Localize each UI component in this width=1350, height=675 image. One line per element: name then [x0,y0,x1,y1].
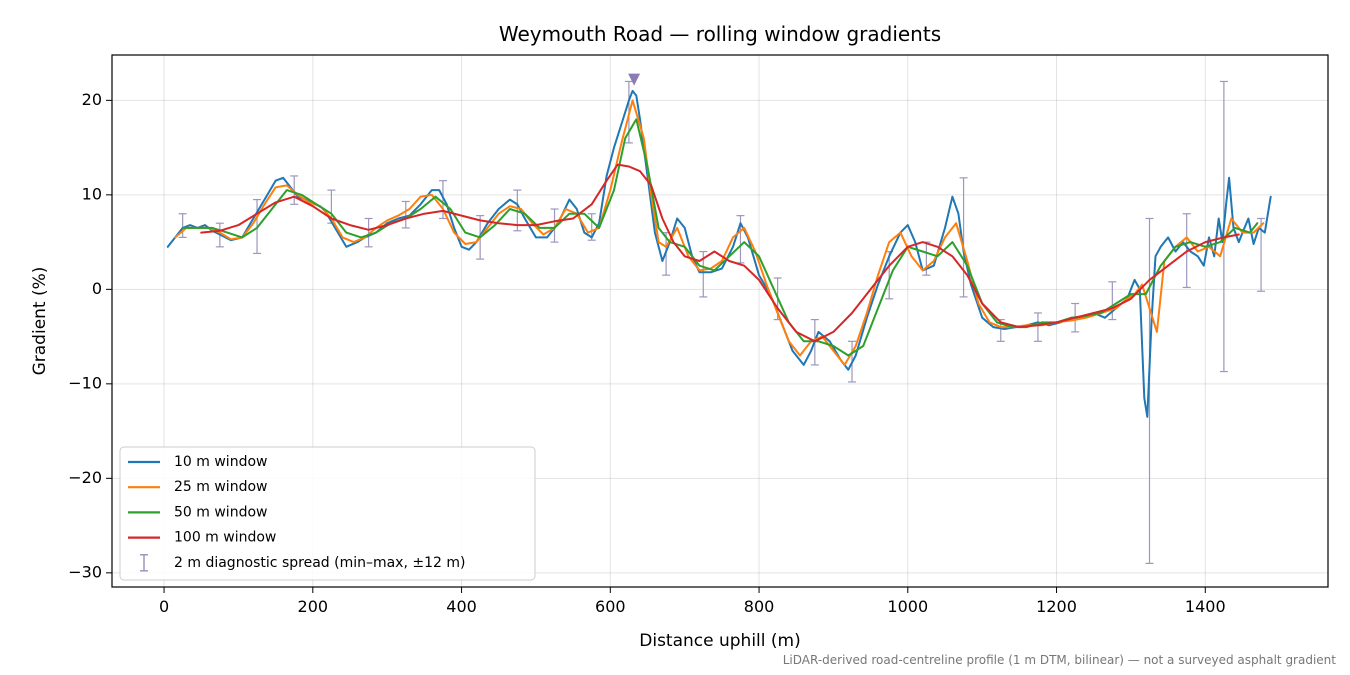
plot-frame [111,54,1329,588]
max-gradient-marker [628,73,641,86]
series-lines [166,89,1272,418]
y-tick-label: 0 [92,279,102,298]
error-bar [1108,281,1117,321]
y-tick-label: 20 [82,90,102,109]
error-bar [1145,217,1154,564]
legend-label: 10 m window [174,454,267,470]
error-bar [959,177,968,298]
error-bar [364,217,373,248]
legend-item: 50 m window [128,504,267,520]
x-tick-label: 800 [744,597,775,616]
footnote: LiDAR-derived road-centreline profile (1… [783,653,1337,667]
legend-item: 100 m window [128,530,276,546]
y-tick-label: 10 [82,184,102,203]
legend-item: 25 m window [128,479,267,495]
error-bar [178,213,187,238]
y-axis-label: Gradient (%) [30,267,50,376]
error-bar [438,180,447,220]
axis-ticks: 0 200 400 600 800 1000 1200 1400 −30 −20 −10 0 10 20 [68,90,1225,616]
legend: 10 m window 25 m window 50 m window 100 m w… [119,446,536,581]
annotations [628,73,641,86]
legend-label: 50 m window [174,504,267,520]
error-bar [401,200,410,229]
y-tick-label: −10 [68,373,102,392]
legend-label: 25 m window [174,479,267,495]
chart-title: Weymouth Road — rolling window gradients [499,22,941,46]
x-tick-label: 0 [159,597,169,616]
x-tick-label: 200 [298,597,329,616]
legend-label: 100 m window [174,530,276,546]
x-tick-label: 1000 [887,597,928,616]
grid [112,55,1328,587]
legend-label: 2 m diagnostic spread (min–max, ±12 m) [174,555,465,571]
x-axis-label: Distance uphill (m) [639,631,800,651]
series-line-100-m-window [200,163,1240,343]
y-tick-label: −20 [68,468,102,487]
legend-item: 2 m diagnostic spread (min–max, ±12 m) [140,554,465,572]
error-bar [290,175,299,205]
x-tick-label: 1400 [1185,597,1226,616]
error-bar [1033,312,1042,342]
x-tick-label: 600 [595,597,626,616]
y-tick-label: −30 [68,562,102,581]
legend-item: 10 m window [128,454,267,470]
error-bar [550,208,559,243]
x-tick-label: 1200 [1036,597,1077,616]
legend-box [119,446,536,581]
x-tick-label: 400 [446,597,477,616]
